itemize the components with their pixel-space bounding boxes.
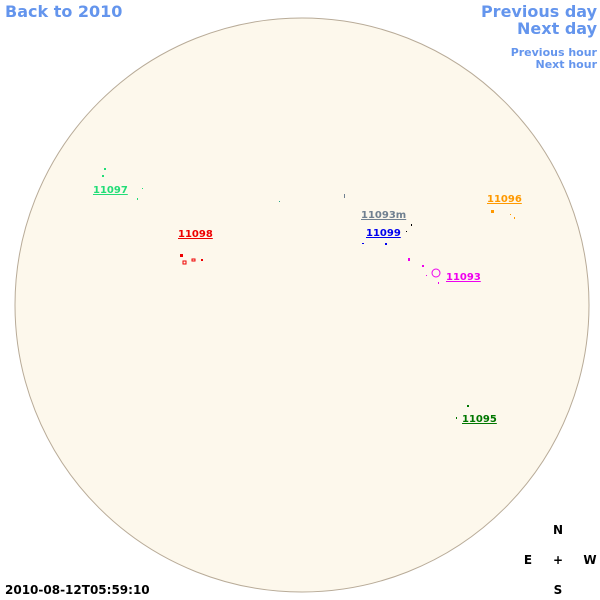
spot [456,417,457,419]
spot [426,275,427,276]
spot [422,265,424,267]
spot [406,231,407,232]
spot [180,254,183,257]
region-label[interactable]: 11099 [366,228,401,239]
spot [411,224,412,226]
next-day-link[interactable]: Next day [517,19,598,38]
spot [201,259,203,261]
spot [102,175,104,177]
spots [102,168,515,419]
spot [438,282,439,284]
spot [344,194,345,198]
region-label[interactable]: 11093 [446,272,481,283]
spot [104,168,106,170]
spot [142,188,143,189]
region-label[interactable]: 11096 [487,194,522,205]
spot [137,198,138,200]
spot [362,243,364,244]
timestamp: 2010-08-12T05:59:10 [5,583,150,597]
spot [385,243,387,245]
compass-south: S [554,583,563,597]
region-label[interactable]: 11093m [361,210,406,221]
spot [279,201,280,202]
region-label[interactable]: 11097 [93,185,128,196]
spot [467,405,469,407]
compass-west: W [583,553,596,567]
region-label[interactable]: 11095 [462,414,497,425]
spot [408,258,410,261]
next-hour-link[interactable]: Next hour [536,58,598,71]
back-link[interactable]: Back to 2010 [5,2,122,21]
compass-center: + [553,553,563,567]
spot [510,214,511,215]
previous-hour-link[interactable]: Previous hour [511,46,598,59]
spot [191,258,196,262]
spot [182,260,187,265]
spot [514,217,515,219]
region-label[interactable]: 11098 [178,229,213,240]
solar-disk [14,17,590,593]
spot [491,210,494,213]
previous-day-link[interactable]: Previous day [481,2,598,21]
compass-east: E [524,553,532,567]
spot [431,268,441,278]
compass-north: N [553,523,563,537]
